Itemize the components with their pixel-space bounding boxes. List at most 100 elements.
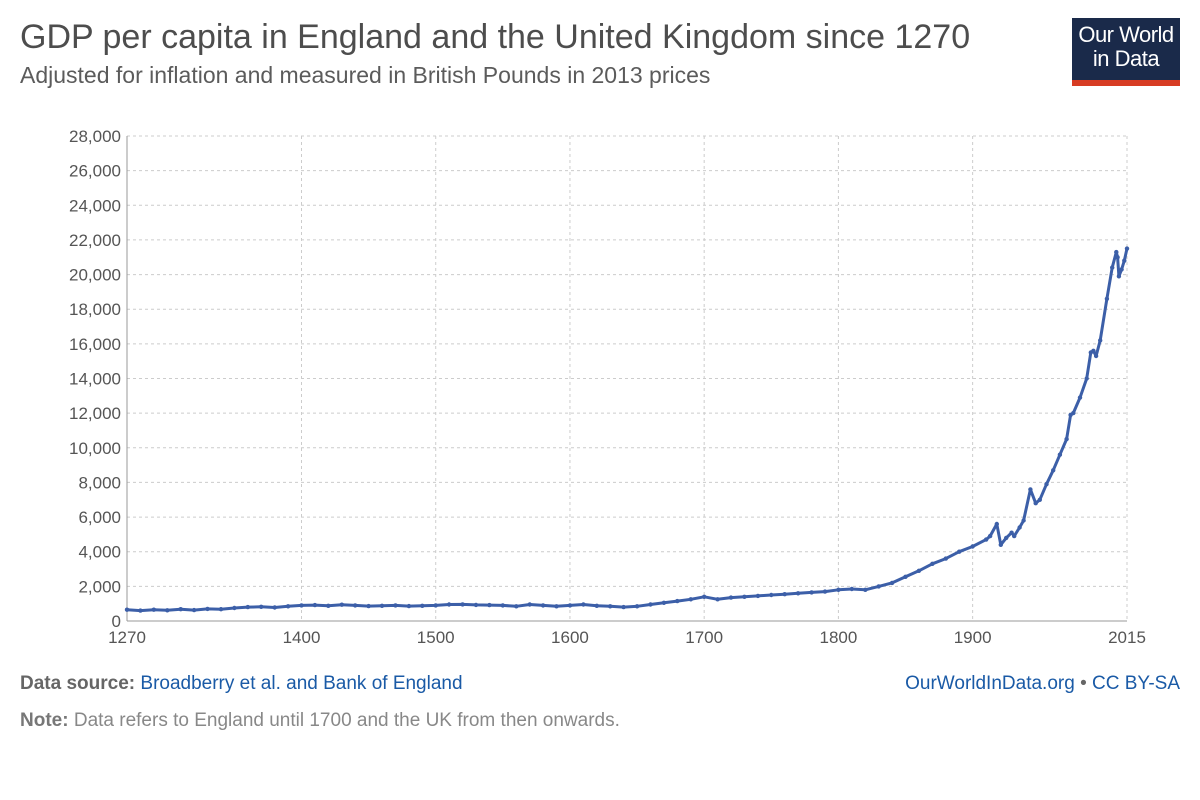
data-point: [500, 603, 505, 608]
data-point: [527, 602, 532, 607]
credit-separator: •: [1080, 673, 1087, 694]
y-tick-label: 8,000: [78, 473, 121, 492]
y-tick-label: 16,000: [69, 335, 121, 354]
data-point: [983, 537, 989, 542]
chart-note: Note: Data refers to England until 1700 …: [20, 710, 620, 732]
y-tick-label: 4,000: [78, 543, 121, 562]
data-point: [406, 603, 412, 609]
data-point: [1017, 525, 1022, 530]
data-point: [1028, 487, 1033, 492]
data-point: [1084, 376, 1089, 381]
data-point: [339, 602, 344, 607]
data-point: [460, 602, 465, 607]
data-point: [742, 594, 747, 599]
x-tick-label: 1700: [685, 628, 723, 647]
data-point: [930, 561, 935, 566]
data-source-link[interactable]: Broadberry et al. and Bank of England: [140, 673, 463, 694]
data-source: Data source: Broadberry et al. and Bank …: [20, 673, 463, 695]
logo-line-1: Our World: [1078, 22, 1174, 47]
x-tick-label: 1400: [283, 628, 321, 647]
x-tick-label: 1270: [108, 628, 146, 647]
owid-logo[interactable]: Our World in Data: [1072, 18, 1180, 86]
data-point: [514, 604, 519, 609]
data-point: [594, 603, 599, 608]
data-source-label: Data source:: [20, 673, 136, 694]
site-link[interactable]: OurWorldInData.org: [905, 673, 1075, 694]
data-point: [1021, 518, 1026, 523]
data-point: [1044, 482, 1049, 487]
chart-title: GDP per capita in England and the United…: [20, 18, 971, 56]
series-line: [126, 248, 1129, 613]
note-text: Data refers to England until 1700 and th…: [73, 710, 620, 731]
data-point: [353, 603, 358, 608]
data-point: [1012, 533, 1017, 539]
data-point: [634, 604, 640, 609]
data-point: [299, 603, 304, 608]
data-point: [1115, 255, 1120, 260]
data-point: [1071, 410, 1076, 416]
line-chart: 0 2,000 4,000 6,000 8,000 10,000 12,000 14,000 1…: [69, 127, 1146, 647]
data-point: [446, 602, 452, 607]
data-point: [540, 603, 546, 608]
data-point: [661, 600, 667, 605]
data-point: [648, 602, 653, 607]
data-point: [916, 568, 922, 573]
x-tick-label: 1600: [551, 628, 589, 647]
data-point: [124, 607, 130, 612]
y-tick-label: 26,000: [69, 162, 121, 181]
x-tick-label: 2015: [1108, 628, 1146, 647]
data-point: [728, 595, 734, 600]
y-tick-label: 6,000: [78, 508, 121, 527]
data-point: [769, 592, 774, 598]
data-point: [1116, 274, 1122, 279]
logo-accent-bar: [1072, 80, 1180, 86]
data-point: [702, 594, 707, 599]
x-tick-label: 1900: [954, 628, 992, 647]
logo-line-2: in Data: [1092, 46, 1160, 71]
data-point: [205, 606, 210, 612]
data-point: [232, 605, 237, 611]
data-point: [1051, 468, 1056, 473]
data-point: [889, 580, 895, 586]
data-point: [218, 607, 224, 612]
data-point: [1110, 265, 1115, 270]
license-link[interactable]: CC BY-SA: [1092, 673, 1180, 694]
data-point: [1093, 353, 1099, 359]
data-point: [259, 604, 264, 609]
data-point: [1091, 348, 1096, 353]
data-point: [393, 603, 398, 608]
data-point: [1077, 395, 1083, 400]
data-point: [1004, 535, 1009, 541]
data-point: [795, 591, 801, 596]
data-point: [675, 598, 680, 604]
y-tick-label: 18,000: [69, 300, 121, 319]
data-point: [1064, 436, 1069, 442]
data-point: [755, 593, 761, 599]
data-point: [554, 604, 559, 609]
data-point: [998, 542, 1003, 547]
y-tick-label: 14,000: [69, 370, 121, 389]
data-point: [621, 604, 626, 610]
data-point: [1104, 296, 1110, 301]
data-point: [943, 556, 948, 561]
x-tick-label: 1800: [819, 628, 857, 647]
data-point: [326, 603, 331, 608]
data-point: [312, 602, 318, 608]
data-point: [715, 597, 720, 602]
data-point: [903, 574, 908, 579]
data-point: [487, 602, 492, 608]
data-point: [581, 602, 586, 607]
x-tick-label: 1500: [417, 628, 455, 647]
data-point: [836, 587, 841, 592]
y-tick-label: 24,000: [69, 196, 121, 215]
y-tick-label: 10,000: [69, 439, 121, 458]
site-credit: OurWorldInData.org • CC BY-SA: [905, 673, 1180, 695]
data-point: [473, 602, 479, 608]
data-point: [809, 590, 814, 595]
data-point: [1122, 258, 1127, 263]
data-point: [191, 607, 197, 613]
data-point: [366, 603, 371, 609]
data-point: [245, 604, 250, 610]
y-tick-label: 20,000: [69, 266, 121, 285]
data-point: [970, 544, 975, 549]
